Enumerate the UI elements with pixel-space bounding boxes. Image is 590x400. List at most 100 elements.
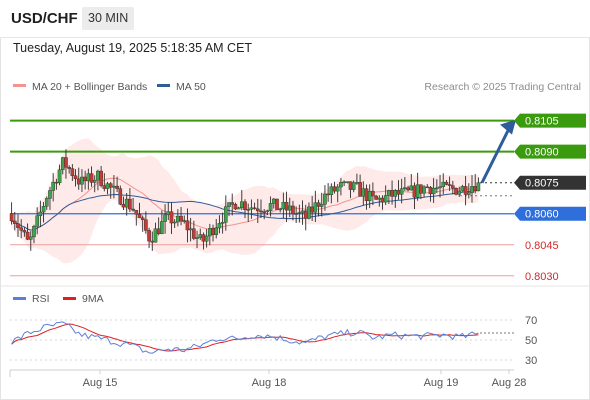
candle: [67, 165, 71, 174]
candle-body-up: [476, 182, 481, 192]
candle-body-up: [329, 186, 334, 196]
candle: [319, 192, 324, 217]
candle-body-up: [57, 169, 62, 184]
candle-body-up: [105, 183, 110, 189]
level-tag-shape: [514, 113, 586, 128]
candle: [268, 196, 273, 217]
candle: [454, 187, 458, 196]
candle-body-up: [44, 198, 49, 207]
candle-body-down: [131, 208, 135, 211]
candle-body-down: [201, 234, 206, 242]
rsi-line: [11, 321, 479, 354]
rsi-tick-label: 30: [525, 355, 537, 367]
candle-body-down: [243, 201, 247, 210]
timeframe-button[interactable]: 30 MIN: [82, 7, 135, 30]
candle-body-down: [140, 217, 145, 220]
level-tag-0-8105: 0.8105: [514, 113, 586, 128]
candle-body-up: [182, 220, 187, 222]
candle-body-down: [12, 220, 17, 224]
candle-body-down: [371, 190, 375, 197]
candle: [230, 193, 235, 216]
candle: [70, 164, 75, 182]
candle-body-up: [220, 222, 225, 224]
candle-body-down: [390, 190, 394, 197]
candle-body-up: [297, 212, 302, 214]
symbol-title: USD/CHF: [11, 10, 78, 27]
candle-body-up: [268, 203, 273, 211]
candle-body-up: [342, 181, 346, 184]
level-tag-text: 0.8060: [525, 209, 559, 221]
candle: [19, 219, 23, 239]
candle-body-up: [28, 236, 33, 240]
candle-body-up: [236, 207, 241, 210]
candle: [451, 180, 455, 195]
candle-body-up: [86, 173, 91, 182]
candle-body-up: [319, 203, 324, 207]
candle-body-down: [99, 170, 103, 186]
candle: [255, 198, 260, 224]
candle: [224, 195, 228, 231]
candle-body-up: [204, 235, 209, 242]
candle-body-down: [463, 186, 468, 195]
candle-body-down: [326, 193, 330, 196]
candle: [297, 204, 302, 223]
candle-body-up: [409, 185, 414, 191]
candle: [28, 231, 33, 251]
candle: [118, 185, 123, 206]
candle: [192, 220, 196, 241]
candle: [179, 206, 183, 226]
candle: [246, 203, 250, 223]
candle: [383, 185, 388, 206]
candle-body-up: [367, 190, 372, 202]
rsi-9ma-line: [11, 323, 479, 352]
candle: [291, 200, 295, 221]
candle: [265, 209, 270, 216]
candle-body-down: [211, 228, 215, 235]
candle-body-down: [412, 185, 417, 198]
candle-body-up: [224, 206, 228, 223]
x-tick-label: Aug 28: [492, 377, 527, 389]
candle: [137, 202, 142, 219]
candle: [57, 164, 62, 186]
candle-body-down: [67, 167, 71, 169]
candle-body-down: [102, 185, 107, 189]
candle: [214, 219, 219, 239]
level-tag-0-8045: 0.8045: [525, 240, 559, 252]
candle-body-up: [422, 186, 426, 194]
candle-body-down: [374, 195, 378, 200]
candle: [140, 215, 145, 232]
rsi-legend-swatch: [13, 297, 26, 300]
candle: [32, 224, 36, 244]
candle-body-up: [345, 181, 350, 183]
candle-body-up: [217, 223, 222, 229]
candle: [313, 190, 318, 222]
candle: [323, 185, 327, 211]
candle-body-up: [96, 170, 100, 181]
candle: [463, 176, 468, 206]
candle: [294, 206, 298, 224]
candle-body-down: [303, 210, 308, 219]
candle-body-down: [252, 207, 257, 210]
forecast-arrow-shaft: [480, 125, 512, 184]
candle-body-up: [287, 205, 292, 211]
candle-body-up: [281, 202, 286, 210]
candle: [108, 181, 113, 199]
candle-body-down: [115, 185, 119, 189]
legend-label: MA 50: [176, 81, 206, 93]
candle: [131, 197, 135, 212]
candle-body-down: [22, 230, 27, 233]
candle-body-up: [335, 186, 340, 192]
rsi-legend-swatch: [63, 297, 76, 300]
candle-body-down: [364, 188, 369, 202]
candle: [160, 210, 164, 235]
candle: [35, 207, 39, 235]
candle-body-down: [428, 186, 433, 195]
candle-body-up: [377, 197, 382, 200]
candle-body-down: [454, 188, 458, 195]
candle-body-down: [118, 188, 123, 205]
candle: [438, 174, 442, 198]
candle-body-up: [112, 185, 116, 188]
candle: [92, 175, 97, 193]
candle: [227, 202, 231, 217]
